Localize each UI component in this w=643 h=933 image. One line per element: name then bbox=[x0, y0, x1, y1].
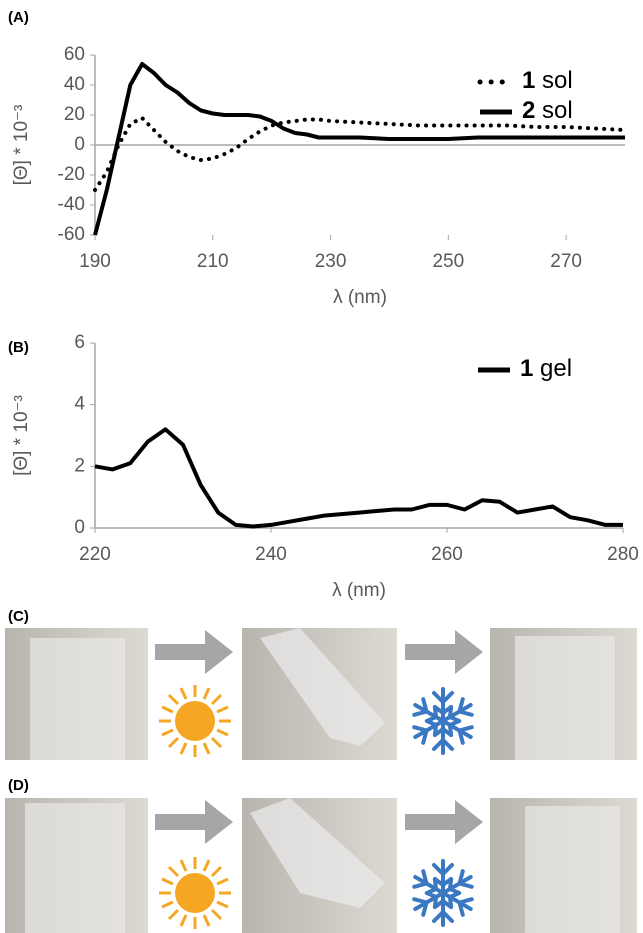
x-tick-label: 220 bbox=[79, 544, 111, 565]
y-tick-label: 40 bbox=[64, 74, 85, 95]
panel-label: (B) bbox=[8, 339, 29, 356]
y-tick-label: -20 bbox=[58, 164, 85, 185]
x-tick-label: 190 bbox=[79, 251, 111, 272]
x-tick-label: 250 bbox=[432, 251, 464, 272]
y-tick-label: 0 bbox=[74, 134, 85, 155]
y-axis-label: [Θ] * 10⁻³ bbox=[11, 395, 32, 476]
x-tick-label: 260 bbox=[431, 544, 463, 565]
data-line bbox=[93, 116, 627, 192]
panel-label: (A) bbox=[8, 9, 29, 26]
x-axis-label: λ (nm) bbox=[332, 580, 386, 601]
x-tick-label: 230 bbox=[315, 251, 347, 272]
y-tick-label: 2 bbox=[74, 455, 85, 476]
y-tick-label: 60 bbox=[64, 44, 85, 65]
y-tick-label: -60 bbox=[58, 224, 85, 245]
photo-row bbox=[5, 628, 637, 760]
photo-row bbox=[5, 798, 637, 933]
x-tick-label: 280 bbox=[607, 544, 639, 565]
data-line bbox=[93, 62, 625, 236]
x-tick-label: 210 bbox=[197, 251, 229, 272]
y-tick-label: 0 bbox=[74, 517, 85, 538]
x-axis-label: λ (nm) bbox=[333, 287, 387, 308]
panel-label: (C) bbox=[8, 608, 29, 625]
panel-label: (D) bbox=[8, 777, 29, 794]
y-axis-label: [Θ] * 10⁻³ bbox=[11, 105, 32, 186]
legend-label: 1 gel bbox=[520, 355, 572, 382]
legend-label: 2 sol bbox=[522, 97, 573, 124]
y-tick-label: 6 bbox=[74, 332, 85, 353]
y-tick-label: -40 bbox=[58, 194, 85, 215]
x-tick-label: 240 bbox=[255, 544, 287, 565]
data-line bbox=[94, 427, 623, 529]
y-tick-label: 4 bbox=[74, 394, 85, 415]
legend-label: 1 sol bbox=[522, 67, 573, 94]
y-tick-label: 20 bbox=[64, 104, 85, 125]
x-tick-label: 270 bbox=[550, 251, 582, 272]
